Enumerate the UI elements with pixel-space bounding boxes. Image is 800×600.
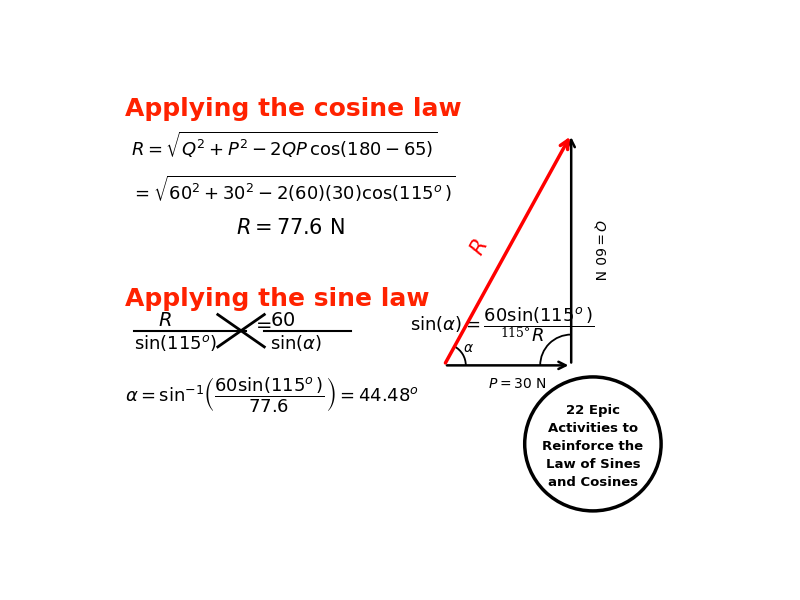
Text: $R$: $R$ [467,236,492,259]
Text: $R = \sqrt{Q^2 + P^2 - 2QP\,\cos(180-65)}$: $R = \sqrt{Q^2 + P^2 - 2QP\,\cos(180-65)… [131,130,438,160]
Text: $= \sqrt{60^2 + 30^2 - 2(60)(30)\cos(115^{o}\,)}$: $= \sqrt{60^2 + 30^2 - 2(60)(30)\cos(115… [131,173,456,204]
Text: 115°: 115° [501,327,531,340]
Text: $R = 77.6\ \mathrm{N}$: $R = 77.6\ \mathrm{N}$ [237,218,345,238]
Text: $Q = 60\ \mathrm{N}$: $Q = 60\ \mathrm{N}$ [592,220,606,280]
Text: $\sin(115^{o})$: $\sin(115^{o})$ [134,333,217,353]
Text: $\alpha = \sin^{-1}\!\left(\dfrac{60\sin(115^{o}\,)}{77.6}\right) = 44.48^{o}$: $\alpha = \sin^{-1}\!\left(\dfrac{60\sin… [125,374,418,413]
Text: $\sin(\alpha) = \dfrac{60\sin(115^{o}\,)}{R}$: $\sin(\alpha) = \dfrac{60\sin(115^{o}\,)… [410,305,594,344]
Text: 22 Epic
Activities to
Reinforce the
Law of Sines
and Cosines: 22 Epic Activities to Reinforce the Law … [542,404,643,489]
Text: $60$: $60$ [270,312,295,330]
Text: Applying the sine law: Applying the sine law [125,287,430,311]
Text: $P = 30\ \mathrm{N}$: $P = 30\ \mathrm{N}$ [488,377,546,391]
Text: $\alpha$: $\alpha$ [462,341,474,355]
Text: $R$: $R$ [158,312,172,330]
Text: $=$: $=$ [252,315,272,333]
Text: Applying the cosine law: Applying the cosine law [125,97,462,121]
Text: $\sin(\alpha)$: $\sin(\alpha)$ [270,333,322,353]
